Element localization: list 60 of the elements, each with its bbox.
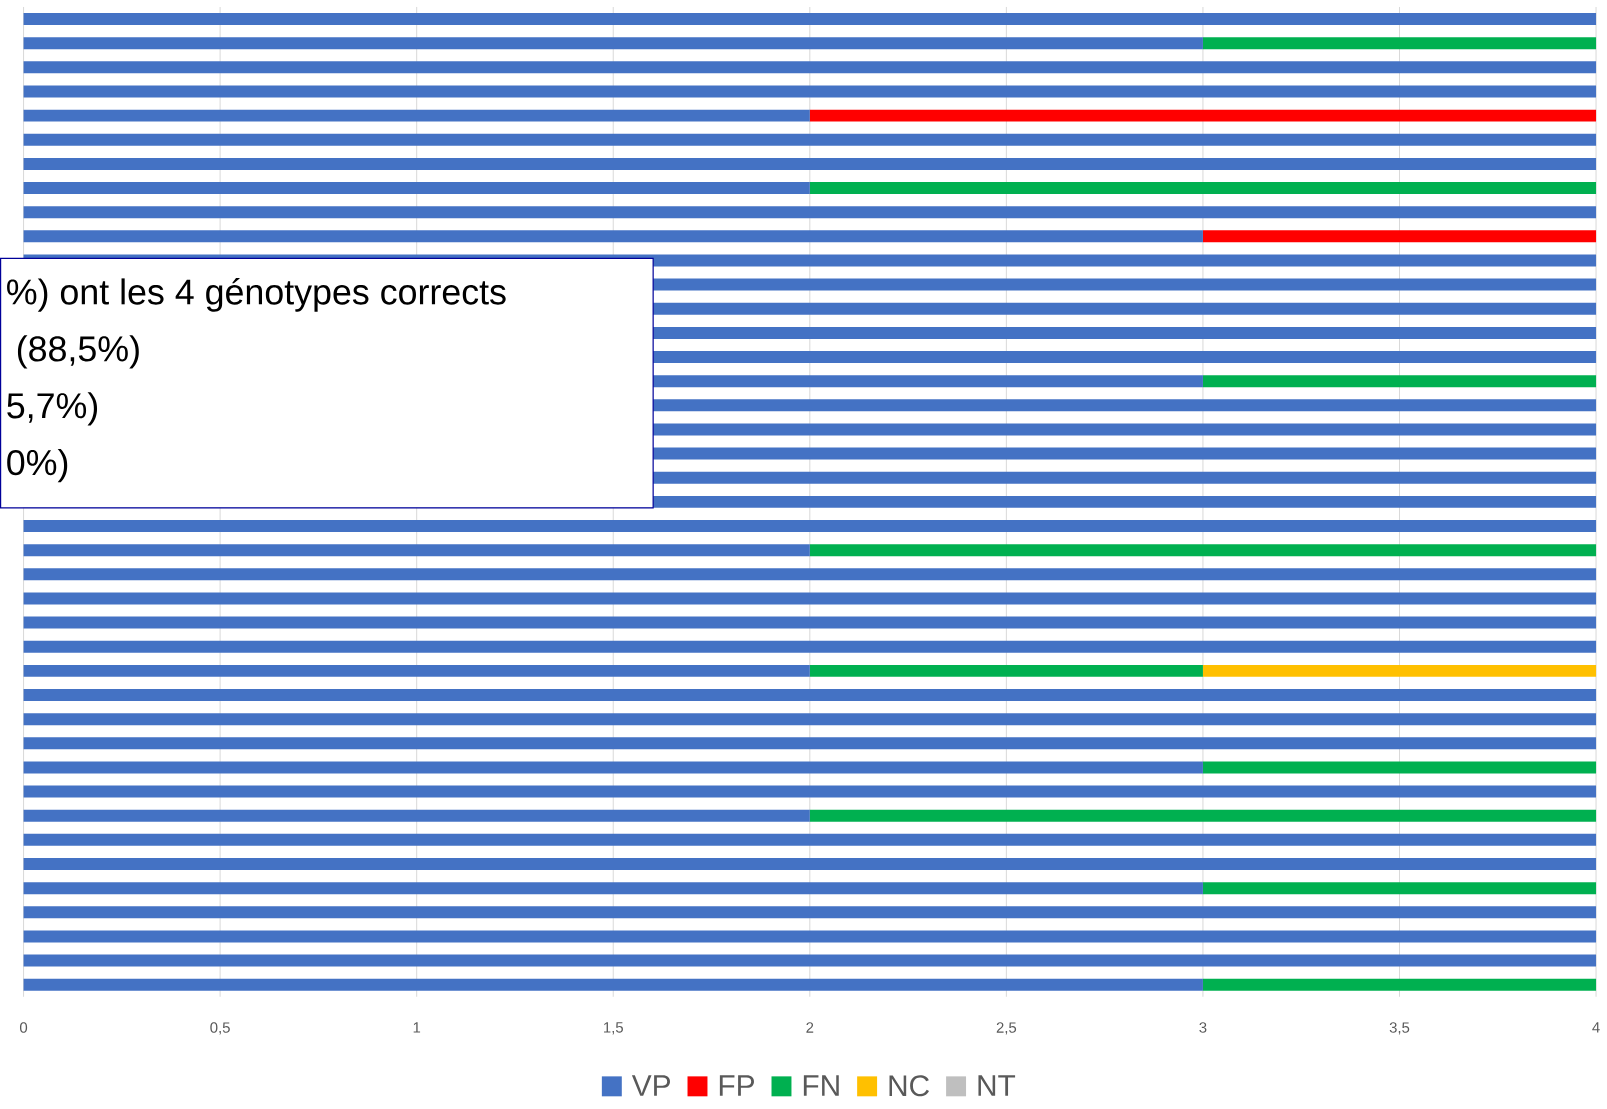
- legend-label: FP: [719, 1075, 754, 1097]
- x-tick-label: 2: [806, 1022, 814, 1033]
- legend-label: NT: [978, 1075, 1016, 1097]
- x-tick-label: 1: [413, 1022, 421, 1033]
- bar: [809, 109, 1597, 122]
- bar: [23, 109, 810, 122]
- bar: [23, 134, 1597, 146]
- x-tick-label: 4: [1592, 1022, 1600, 1033]
- bar: [809, 665, 1203, 678]
- bar: [23, 665, 810, 678]
- bar: [23, 737, 1597, 750]
- bar: [23, 206, 1597, 219]
- x-tick-label: 3: [1199, 1022, 1207, 1034]
- bar: [23, 954, 1597, 967]
- bar: [809, 182, 1597, 195]
- legend-label: FN: [803, 1075, 839, 1097]
- bar: [23, 689, 1597, 702]
- annotation: 0%): [7, 449, 68, 483]
- bar: [23, 930, 1597, 943]
- bar: [23, 616, 1597, 629]
- bar: [1202, 375, 1597, 388]
- x-tick-label: 2,5: [996, 1022, 1017, 1035]
- bar: [23, 761, 1203, 774]
- bar: [23, 640, 1597, 653]
- bar: [23, 785, 1597, 798]
- bar: [23, 592, 1597, 605]
- x-tick-label: 1,5: [604, 1022, 623, 1035]
- bar: [809, 809, 1597, 822]
- bar: [23, 61, 1597, 74]
- x-tick-label: 3,5: [1389, 1022, 1410, 1035]
- bar: [23, 858, 1597, 871]
- bar: [23, 85, 1597, 98]
- bar: [1202, 978, 1597, 991]
- bar: [1202, 882, 1597, 895]
- bar: [23, 37, 1203, 50]
- annotation: 5,7%): [7, 392, 98, 426]
- bar: [1202, 665, 1597, 678]
- bar: [23, 809, 810, 822]
- bar: [23, 520, 1597, 533]
- bar: [23, 182, 810, 195]
- bar: [23, 713, 1597, 726]
- legend-label: NC: [889, 1075, 929, 1097]
- bar: [23, 978, 1203, 991]
- bar: [1202, 37, 1597, 50]
- bar: [23, 906, 1597, 919]
- bar: [23, 544, 810, 557]
- legend-label: VP: [631, 1075, 670, 1097]
- annotation: %) ont les 4 génotypes corrects: [7, 278, 506, 312]
- annotation: (88,5%): [17, 335, 139, 369]
- bar: [23, 882, 1203, 895]
- bar: [23, 568, 1597, 581]
- bar: [23, 230, 1203, 243]
- bar: [1202, 230, 1597, 243]
- bar: [23, 158, 1597, 171]
- x-tick-label: 0: [19, 1022, 28, 1034]
- bar: [23, 834, 1597, 847]
- x-tick-label: 0,5: [210, 1022, 230, 1035]
- bar: [23, 13, 1597, 26]
- bar: [809, 544, 1597, 557]
- bar: [1202, 761, 1597, 774]
